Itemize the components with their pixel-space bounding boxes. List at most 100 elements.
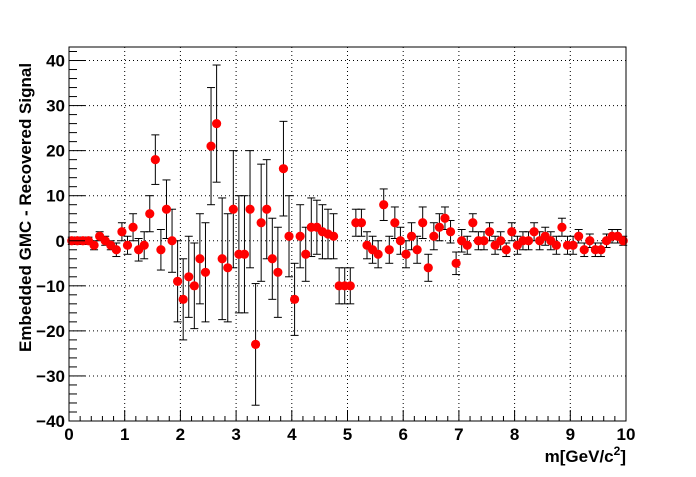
data-point: [445, 227, 456, 237]
y-tick-label: −40: [36, 412, 65, 431]
x-tick-label: 10: [617, 425, 636, 444]
x-tick-label: 0: [64, 425, 73, 444]
y-axis-title: Embedded GMC - Recovered Signal: [16, 63, 35, 352]
y-tick-label: −30: [36, 367, 65, 386]
data-point: [128, 222, 138, 232]
data-point: [150, 155, 160, 165]
x-tick-label: 4: [287, 425, 297, 444]
data-point: [440, 213, 450, 223]
x-axis-tick-labels: 0 1 2 3 4 5 6 7 8 9 10: [64, 425, 635, 444]
data-point: [412, 245, 422, 255]
data-point: [301, 249, 311, 259]
x-axis-title-superscript: 2: [614, 444, 621, 458]
data-point: [379, 200, 389, 210]
y-axis-tick-labels: −40 −30 −20 −10 0 10 20 30 40: [36, 52, 65, 431]
y-axis-ticks: [69, 51, 85, 422]
x-tick-label: 6: [398, 425, 407, 444]
data-point: [451, 258, 461, 268]
data-point: [328, 231, 339, 241]
data-point: [585, 236, 595, 246]
y-tick-label: 30: [46, 97, 65, 116]
data-point: [395, 236, 406, 246]
y-tick-label: 20: [46, 142, 65, 161]
data-point: [173, 276, 183, 286]
data-point: [122, 240, 133, 250]
data-point: [239, 249, 250, 259]
data-point: [596, 245, 606, 255]
x-tick-label: 9: [566, 425, 575, 444]
data-point: [273, 267, 283, 277]
data-point: [462, 240, 472, 250]
data-point: [523, 236, 534, 246]
x-axis-title-tail: ]: [620, 447, 626, 466]
data-point: [551, 240, 561, 250]
data-point: [529, 227, 539, 237]
data-point: [390, 218, 400, 228]
y-tick-label: 0: [56, 232, 65, 251]
data-point: [557, 222, 567, 232]
x-tick-label: 5: [343, 425, 352, 444]
data-point: [568, 240, 578, 250]
data-point: [479, 236, 489, 246]
data-point: [401, 249, 411, 259]
data-point: [195, 254, 205, 264]
x-tick-label: 7: [454, 425, 463, 444]
data-point: [468, 218, 478, 228]
data-point: [262, 204, 272, 214]
data-point: [217, 254, 227, 264]
x-tick-label: 8: [510, 425, 519, 444]
y-tick-label: −10: [36, 277, 65, 296]
data-point: [579, 245, 589, 255]
data-point: [406, 231, 417, 241]
x-axis-title-main: m[GeV/c: [545, 447, 614, 466]
data-point: [267, 254, 277, 264]
data-point: [289, 294, 300, 304]
x-axis-ticks: [68, 410, 627, 421]
data-point: [111, 245, 121, 255]
data-point: [574, 231, 584, 241]
data-point: [139, 240, 149, 250]
data-point: [434, 222, 445, 232]
x-tick-label: 1: [120, 425, 129, 444]
data-point: [284, 231, 294, 241]
data-point: [245, 204, 255, 214]
data-point: [212, 119, 222, 129]
data-point: [373, 249, 383, 259]
data-point: [496, 236, 506, 246]
data-point: [89, 240, 99, 250]
data-point: [250, 339, 261, 349]
data-point: [429, 231, 439, 241]
data-point: [161, 204, 172, 214]
data-markers: [67, 119, 628, 349]
data-point: [200, 267, 211, 277]
data-point: [145, 209, 155, 219]
x-tick-label: 2: [176, 425, 185, 444]
data-point: [167, 236, 177, 246]
data-point: [117, 227, 127, 237]
data-point: [418, 218, 428, 228]
y-tick-label: 40: [46, 52, 65, 71]
data-point: [356, 218, 367, 228]
data-point: [178, 294, 188, 304]
x-tick-label: 3: [231, 425, 240, 444]
y-tick-label: −20: [36, 322, 65, 341]
data-point: [206, 141, 216, 151]
data-point: [228, 204, 238, 214]
data-point: [507, 227, 517, 237]
data-point: [384, 245, 394, 255]
data-point: [423, 263, 433, 273]
data-point: [501, 245, 511, 255]
data-point: [278, 164, 289, 174]
x-axis-title: m[GeV/c2]: [545, 444, 626, 466]
data-point: [156, 245, 166, 255]
data-point: [345, 281, 355, 291]
data-point: [295, 231, 305, 241]
y-tick-label: 10: [46, 187, 65, 206]
data-point: [189, 281, 199, 291]
data-point: [256, 218, 266, 228]
data-point: [484, 227, 495, 237]
data-point: [184, 272, 194, 282]
data-point: [223, 263, 233, 273]
